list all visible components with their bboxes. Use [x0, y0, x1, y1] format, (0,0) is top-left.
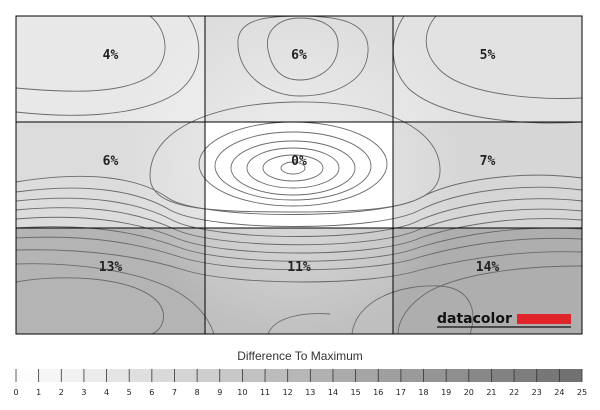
cell-label-r0-c2: 5% — [480, 48, 496, 63]
legend-tick-label-19: 19 — [441, 388, 451, 397]
contour-lines — [16, 16, 582, 334]
cell-labels: 4% 6% 5% 6% 0% 7% 13% 11% 14% — [99, 48, 500, 275]
legend-swatch-12 — [287, 369, 311, 382]
legend-tick-label-22: 22 — [509, 388, 519, 397]
center-glow — [16, 16, 582, 334]
brand-logo: datacolor — [437, 311, 571, 328]
legend-tick-label-15: 15 — [351, 388, 361, 397]
cell-label-r2-c0: 13% — [99, 260, 123, 275]
legend-swatch-22 — [514, 369, 537, 382]
heatmap-plot: 4% 6% 5% 6% 0% 7% 13% 11% 14% datacolor — [15, 15, 583, 335]
legend-swatch-10 — [242, 369, 266, 382]
legend-swatch-20 — [468, 369, 492, 382]
legend-tick-label-12: 12 — [283, 388, 293, 397]
cell-label-r0-c1: 6% — [291, 48, 307, 63]
legend-swatch-13 — [310, 369, 333, 382]
cell-label-r2-c1: 11% — [287, 260, 311, 275]
legend-tick-label-3: 3 — [81, 388, 86, 397]
cell-label-r1-c2: 7% — [480, 154, 496, 169]
legend-swatch-16 — [378, 369, 401, 382]
legend-swatch-23 — [536, 369, 560, 382]
legend-tick-label-4: 4 — [104, 388, 109, 397]
legend-tick-label-20: 20 — [464, 388, 474, 397]
legend-swatch-17 — [400, 369, 424, 382]
legend-tick-label-18: 18 — [418, 388, 428, 397]
legend-tick-label-10: 10 — [237, 388, 247, 397]
brand-bar — [517, 314, 571, 324]
legend-swatch-4 — [106, 369, 130, 382]
legend-tick-label-0: 0 — [13, 388, 18, 397]
legend-tick-label-25: 25 — [577, 388, 587, 397]
legend-tick-label-2: 2 — [59, 388, 64, 397]
legend-swatch-19 — [446, 369, 469, 382]
legend-swatch-9 — [219, 369, 243, 382]
legend-swatch-8 — [197, 369, 220, 382]
legend-swatch-24 — [559, 369, 582, 382]
grid-lines — [15, 15, 583, 335]
color-scale-legend: 0 1 2 3 4 5 6 7 8 9 10 11 12 13 14 15 16 17 18 19 20 21 22 23 24… — [13, 369, 587, 397]
legend-tick-label-9: 9 — [217, 388, 222, 397]
legend-swatch-1 — [38, 369, 62, 382]
legend-swatch-6 — [151, 369, 175, 382]
legend-tick-label-17: 17 — [396, 388, 406, 397]
legend-tick-label-6: 6 — [149, 388, 154, 397]
legend-tick-label-7: 7 — [172, 388, 177, 397]
legend-tick-label-8: 8 — [195, 388, 200, 397]
cell-label-r1-c0: 6% — [103, 154, 119, 169]
legend-swatch-14 — [332, 369, 356, 382]
brand-text: datacolor — [437, 311, 512, 327]
legend-swatch-18 — [423, 369, 447, 382]
legend-tick-label-23: 23 — [532, 388, 542, 397]
legend-tick-label-24: 24 — [554, 388, 564, 397]
legend-tick-label-13: 13 — [305, 388, 315, 397]
legend-swatch-3 — [83, 369, 107, 382]
legend-tick-label-16: 16 — [373, 388, 383, 397]
legend-swatch-2 — [61, 369, 84, 382]
legend-tick-label-11: 11 — [260, 388, 270, 397]
legend-tick-label-14: 14 — [328, 388, 338, 397]
legend-tick-label-21: 21 — [486, 388, 496, 397]
cell-label-r2-c2: 14% — [476, 260, 500, 275]
legend-swatch-5 — [129, 369, 152, 382]
legend-swatch-15 — [355, 369, 379, 382]
legend-swatch-7 — [174, 369, 198, 382]
legend-swatch-21 — [491, 369, 515, 382]
legend-swatch-0 — [16, 369, 39, 382]
legend-swatch-11 — [265, 369, 288, 382]
cell-label-r1-c1: 0% — [291, 154, 307, 169]
legend-tick-label-1: 1 — [36, 388, 41, 397]
cell-label-r0-c0: 4% — [103, 48, 119, 63]
legend-title: Difference To Maximum — [237, 349, 363, 363]
legend-tick-label-5: 5 — [127, 388, 132, 397]
